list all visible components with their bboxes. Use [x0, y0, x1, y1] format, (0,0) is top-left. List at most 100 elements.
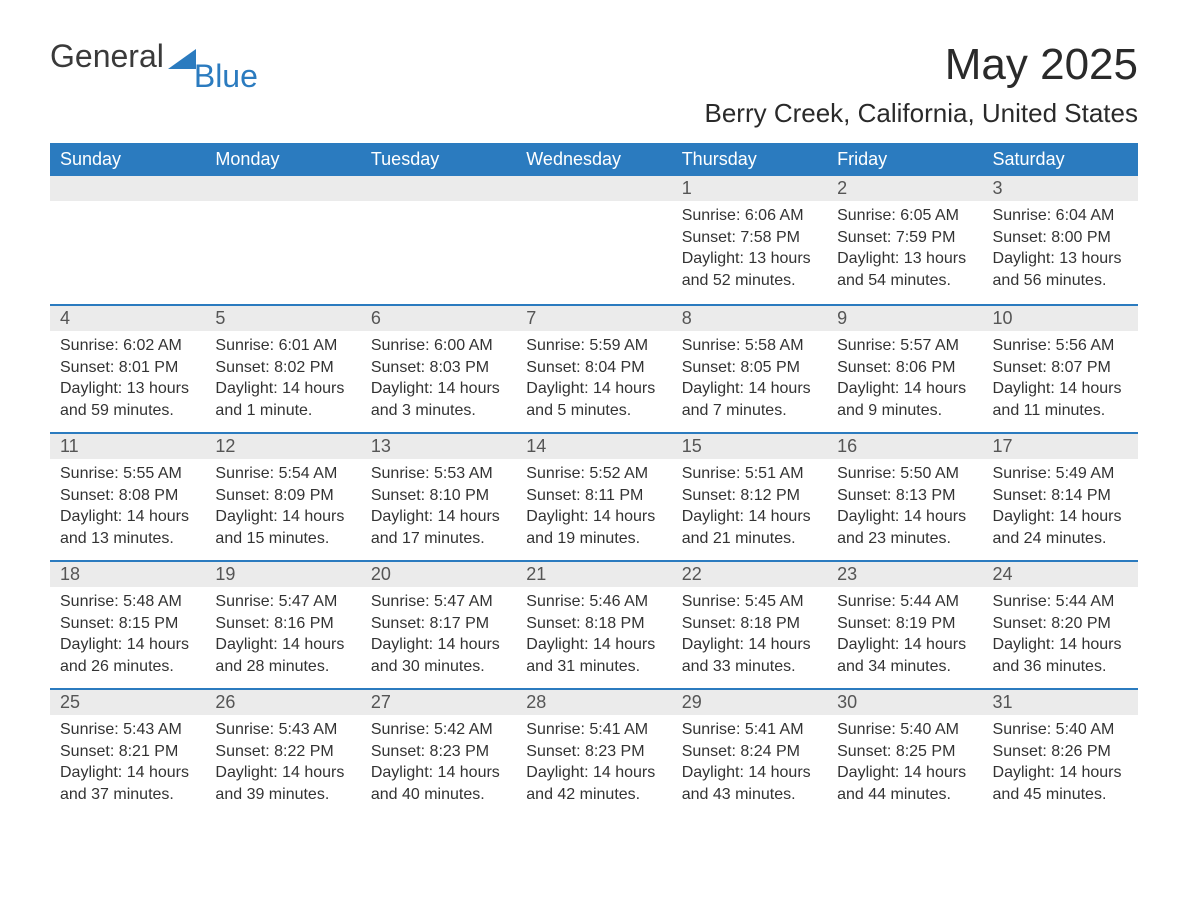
- daylight-line: Daylight: 14 hours and 40 minutes.: [371, 762, 506, 805]
- day-details: Sunrise: 5:48 AMSunset: 8:15 PMDaylight:…: [50, 587, 205, 687]
- day-number-bar: 27: [361, 688, 516, 715]
- daylight-line: Daylight: 14 hours and 34 minutes.: [837, 634, 972, 677]
- calendar-day-cell: 10Sunrise: 5:56 AMSunset: 8:07 PMDayligh…: [983, 304, 1138, 432]
- calendar-day-cell: [361, 176, 516, 304]
- sunset-line: Sunset: 8:00 PM: [993, 227, 1128, 249]
- day-details: Sunrise: 5:56 AMSunset: 8:07 PMDaylight:…: [983, 331, 1138, 431]
- calendar-day-cell: 19Sunrise: 5:47 AMSunset: 8:16 PMDayligh…: [205, 560, 360, 688]
- sunset-line: Sunset: 8:17 PM: [371, 613, 506, 635]
- day-details: Sunrise: 5:59 AMSunset: 8:04 PMDaylight:…: [516, 331, 671, 431]
- sunrise-line: Sunrise: 5:55 AM: [60, 463, 195, 485]
- sunrise-line: Sunrise: 5:41 AM: [526, 719, 661, 741]
- day-number-bar: 1: [672, 176, 827, 201]
- day-number-bar: 13: [361, 432, 516, 459]
- sunrise-line: Sunrise: 6:04 AM: [993, 205, 1128, 227]
- day-details: Sunrise: 5:41 AMSunset: 8:23 PMDaylight:…: [516, 715, 671, 815]
- day-details: Sunrise: 5:58 AMSunset: 8:05 PMDaylight:…: [672, 331, 827, 431]
- daylight-line: Daylight: 14 hours and 31 minutes.: [526, 634, 661, 677]
- sunrise-line: Sunrise: 5:49 AM: [993, 463, 1128, 485]
- calendar-day-cell: 28Sunrise: 5:41 AMSunset: 8:23 PMDayligh…: [516, 688, 671, 816]
- day-number-bar: 20: [361, 560, 516, 587]
- sunset-line: Sunset: 8:13 PM: [837, 485, 972, 507]
- sunrise-line: Sunrise: 5:51 AM: [682, 463, 817, 485]
- day-number-bar: 4: [50, 304, 205, 331]
- day-details: Sunrise: 6:04 AMSunset: 8:00 PMDaylight:…: [983, 201, 1138, 301]
- daylight-line: Daylight: 13 hours and 52 minutes.: [682, 248, 817, 291]
- sunset-line: Sunset: 8:26 PM: [993, 741, 1128, 763]
- day-number-bar: 5: [205, 304, 360, 331]
- daylight-line: Daylight: 14 hours and 30 minutes.: [371, 634, 506, 677]
- day-number-bar: 14: [516, 432, 671, 459]
- calendar-day-cell: 16Sunrise: 5:50 AMSunset: 8:13 PMDayligh…: [827, 432, 982, 560]
- calendar-day-cell: 1 Sunrise: 6:06 AMSunset: 7:58 PMDaylight…: [672, 176, 827, 304]
- day-number-bar: 7: [516, 304, 671, 331]
- sunrise-line: Sunrise: 5:44 AM: [837, 591, 972, 613]
- calendar-day-cell: 13Sunrise: 5:53 AMSunset: 8:10 PMDayligh…: [361, 432, 516, 560]
- sunset-line: Sunset: 8:05 PM: [682, 357, 817, 379]
- sunrise-line: Sunrise: 6:06 AM: [682, 205, 817, 227]
- day-number-bar: 9: [827, 304, 982, 331]
- day-details: Sunrise: 5:52 AMSunset: 8:11 PMDaylight:…: [516, 459, 671, 559]
- calendar-week-row: 25Sunrise: 5:43 AMSunset: 8:21 PMDayligh…: [50, 688, 1138, 816]
- calendar-day-cell: 9Sunrise: 5:57 AMSunset: 8:06 PMDaylight…: [827, 304, 982, 432]
- sunrise-line: Sunrise: 5:40 AM: [993, 719, 1128, 741]
- sunrise-line: Sunrise: 5:56 AM: [993, 335, 1128, 357]
- weekday-header: Monday: [205, 143, 360, 176]
- day-details: Sunrise: 5:51 AMSunset: 8:12 PMDaylight:…: [672, 459, 827, 559]
- calendar-body: 1Sunrise: 6:06 AMSunset: 7:58 PMDaylight…: [50, 176, 1138, 816]
- day-number-bar: 24: [983, 560, 1138, 587]
- day-number-bar: 22: [672, 560, 827, 587]
- sunrise-line: Sunrise: 5:57 AM: [837, 335, 972, 357]
- sunset-line: Sunset: 8:10 PM: [371, 485, 506, 507]
- day-details: Sunrise: 5:44 AMSunset: 8:20 PMDaylight:…: [983, 587, 1138, 687]
- daylight-line: Daylight: 14 hours and 37 minutes.: [60, 762, 195, 805]
- day-details: Sunrise: 5:47 AMSunset: 8:16 PMDaylight:…: [205, 587, 360, 687]
- sunrise-line: Sunrise: 5:58 AM: [682, 335, 817, 357]
- weekday-header-row: Sunday Monday Tuesday Wednesday Thursday…: [50, 143, 1138, 176]
- calendar-day-cell: 12Sunrise: 5:54 AMSunset: 8:09 PMDayligh…: [205, 432, 360, 560]
- day-details: Sunrise: 5:54 AMSunset: 8:09 PMDaylight:…: [205, 459, 360, 559]
- sunrise-line: Sunrise: 5:40 AM: [837, 719, 972, 741]
- calendar-day-cell: [516, 176, 671, 304]
- day-details: Sunrise: 5:42 AMSunset: 8:23 PMDaylight:…: [361, 715, 516, 815]
- daylight-line: Daylight: 14 hours and 42 minutes.: [526, 762, 661, 805]
- daylight-line: Daylight: 14 hours and 11 minutes.: [993, 378, 1128, 421]
- sunrise-line: Sunrise: 6:05 AM: [837, 205, 972, 227]
- calendar-day-cell: 31Sunrise: 5:40 AMSunset: 8:26 PMDayligh…: [983, 688, 1138, 816]
- daylight-line: Daylight: 13 hours and 56 minutes.: [993, 248, 1128, 291]
- day-number-bar: 19: [205, 560, 360, 587]
- daylight-line: Daylight: 14 hours and 21 minutes.: [682, 506, 817, 549]
- logo-text-main: General: [50, 40, 164, 72]
- logo: General Blue: [50, 40, 266, 76]
- day-number-bar: 11: [50, 432, 205, 459]
- daylight-line: Daylight: 14 hours and 17 minutes.: [371, 506, 506, 549]
- daylight-line: Daylight: 14 hours and 39 minutes.: [215, 762, 350, 805]
- day-number-bar: 15: [672, 432, 827, 459]
- sunset-line: Sunset: 8:15 PM: [60, 613, 195, 635]
- daylight-line: Daylight: 14 hours and 19 minutes.: [526, 506, 661, 549]
- sunset-line: Sunset: 8:22 PM: [215, 741, 350, 763]
- calendar-week-row: 1Sunrise: 6:06 AMSunset: 7:58 PMDaylight…: [50, 176, 1138, 304]
- day-details: Sunrise: 5:47 AMSunset: 8:17 PMDaylight:…: [361, 587, 516, 687]
- daylight-line: Daylight: 14 hours and 43 minutes.: [682, 762, 817, 805]
- calendar-day-cell: 15Sunrise: 5:51 AMSunset: 8:12 PMDayligh…: [672, 432, 827, 560]
- sunset-line: Sunset: 7:58 PM: [682, 227, 817, 249]
- sunrise-line: Sunrise: 6:02 AM: [60, 335, 195, 357]
- day-details: Sunrise: 5:40 AMSunset: 8:26 PMDaylight:…: [983, 715, 1138, 815]
- day-details: Sunrise: 5:53 AMSunset: 8:10 PMDaylight:…: [361, 459, 516, 559]
- sunset-line: Sunset: 8:14 PM: [993, 485, 1128, 507]
- day-details: Sunrise: 5:46 AMSunset: 8:18 PMDaylight:…: [516, 587, 671, 687]
- day-number-bar: 12: [205, 432, 360, 459]
- day-details: Sunrise: 5:55 AMSunset: 8:08 PMDaylight:…: [50, 459, 205, 559]
- sunrise-line: Sunrise: 5:43 AM: [215, 719, 350, 741]
- day-details: Sunrise: 6:01 AMSunset: 8:02 PMDaylight:…: [205, 331, 360, 431]
- calendar-day-cell: 22Sunrise: 5:45 AMSunset: 8:18 PMDayligh…: [672, 560, 827, 688]
- weekday-header: Sunday: [50, 143, 205, 176]
- page-title: May 2025: [945, 40, 1138, 90]
- sunrise-line: Sunrise: 5:45 AM: [682, 591, 817, 613]
- daylight-line: Daylight: 14 hours and 33 minutes.: [682, 634, 817, 677]
- sunrise-line: Sunrise: 5:48 AM: [60, 591, 195, 613]
- sunrise-line: Sunrise: 6:00 AM: [371, 335, 506, 357]
- day-details: Sunrise: 5:49 AMSunset: 8:14 PMDaylight:…: [983, 459, 1138, 559]
- sunset-line: Sunset: 8:08 PM: [60, 485, 195, 507]
